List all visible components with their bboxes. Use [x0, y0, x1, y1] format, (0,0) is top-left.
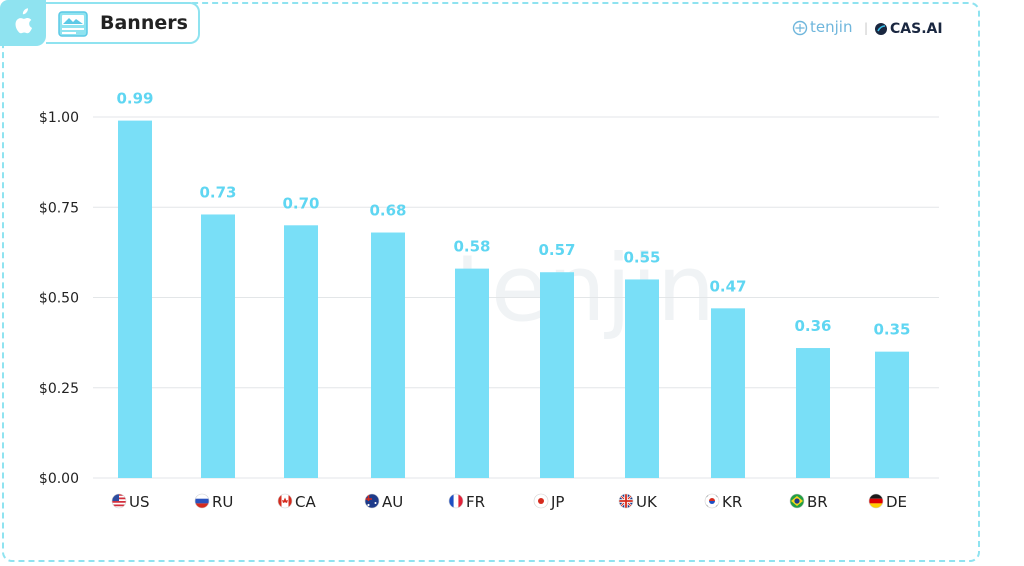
flag-de-icon: [869, 494, 883, 508]
flag-ru-icon: [195, 494, 209, 508]
chart-title: Banners: [100, 12, 188, 34]
y-tick-label: $1.00: [39, 110, 79, 126]
flag-br-icon: [790, 494, 804, 508]
value-label: 0.73: [199, 183, 236, 201]
bar-jp: [540, 272, 574, 478]
x-tick-label: JP: [550, 493, 564, 511]
bar-de: [875, 351, 909, 478]
x-tick-label: DE: [886, 493, 907, 511]
x-tick-label: KR: [722, 493, 742, 511]
flag-fr-icon: [449, 494, 463, 508]
y-tick-label: $0.50: [39, 291, 79, 307]
x-tick-label: FR: [466, 493, 485, 511]
value-label: 0.58: [453, 238, 490, 256]
x-tick-label: CA: [295, 493, 316, 511]
tenjin-brand: tenjin: [810, 18, 853, 36]
apple-icon: [15, 8, 32, 34]
platform-tab: [0, 0, 46, 46]
bar-fr: [455, 268, 489, 478]
value-label: 0.47: [709, 277, 746, 295]
bar-us: [118, 120, 152, 479]
x-tick-label: UK: [636, 493, 658, 511]
chart-frame: [2, 2, 980, 562]
tenjin-logo-icon: [792, 20, 808, 36]
flag-uk-icon: [619, 494, 633, 508]
cas-logo-icon: [875, 23, 887, 35]
bar-ca: [284, 225, 318, 478]
title-tab: Banners: [46, 2, 200, 44]
bar-br: [796, 348, 830, 478]
x-tick-label: RU: [212, 493, 233, 511]
value-label: 0.55: [623, 248, 660, 266]
value-label: 0.68: [369, 202, 406, 220]
value-label: 0.35: [873, 321, 910, 339]
watermark-text: tenjin: [455, 235, 715, 342]
flag-us-icon: [112, 494, 126, 508]
cas-brand: CAS.AI: [890, 21, 943, 37]
x-tick-label: BR: [807, 493, 828, 511]
brand-separator: |: [864, 21, 869, 35]
y-tick-label: $0.75: [39, 200, 79, 216]
value-label: 0.70: [282, 194, 319, 212]
bar-au: [371, 232, 405, 478]
bar-kr: [711, 308, 745, 478]
flag-ca-icon: [278, 494, 292, 508]
x-tick-label: US: [129, 493, 150, 511]
flag-au-icon: [365, 494, 379, 508]
value-label: 0.99: [116, 90, 153, 108]
banner-image-icon: [58, 11, 88, 37]
value-label: 0.57: [538, 241, 575, 259]
bar-ru: [201, 214, 235, 478]
y-tick-label: $0.25: [39, 381, 79, 397]
bar-uk: [625, 279, 659, 478]
y-tick-label: $0.00: [39, 471, 79, 487]
x-tick-label: AU: [382, 493, 403, 511]
flag-jp-icon: [534, 494, 548, 508]
value-label: 0.36: [794, 317, 831, 335]
